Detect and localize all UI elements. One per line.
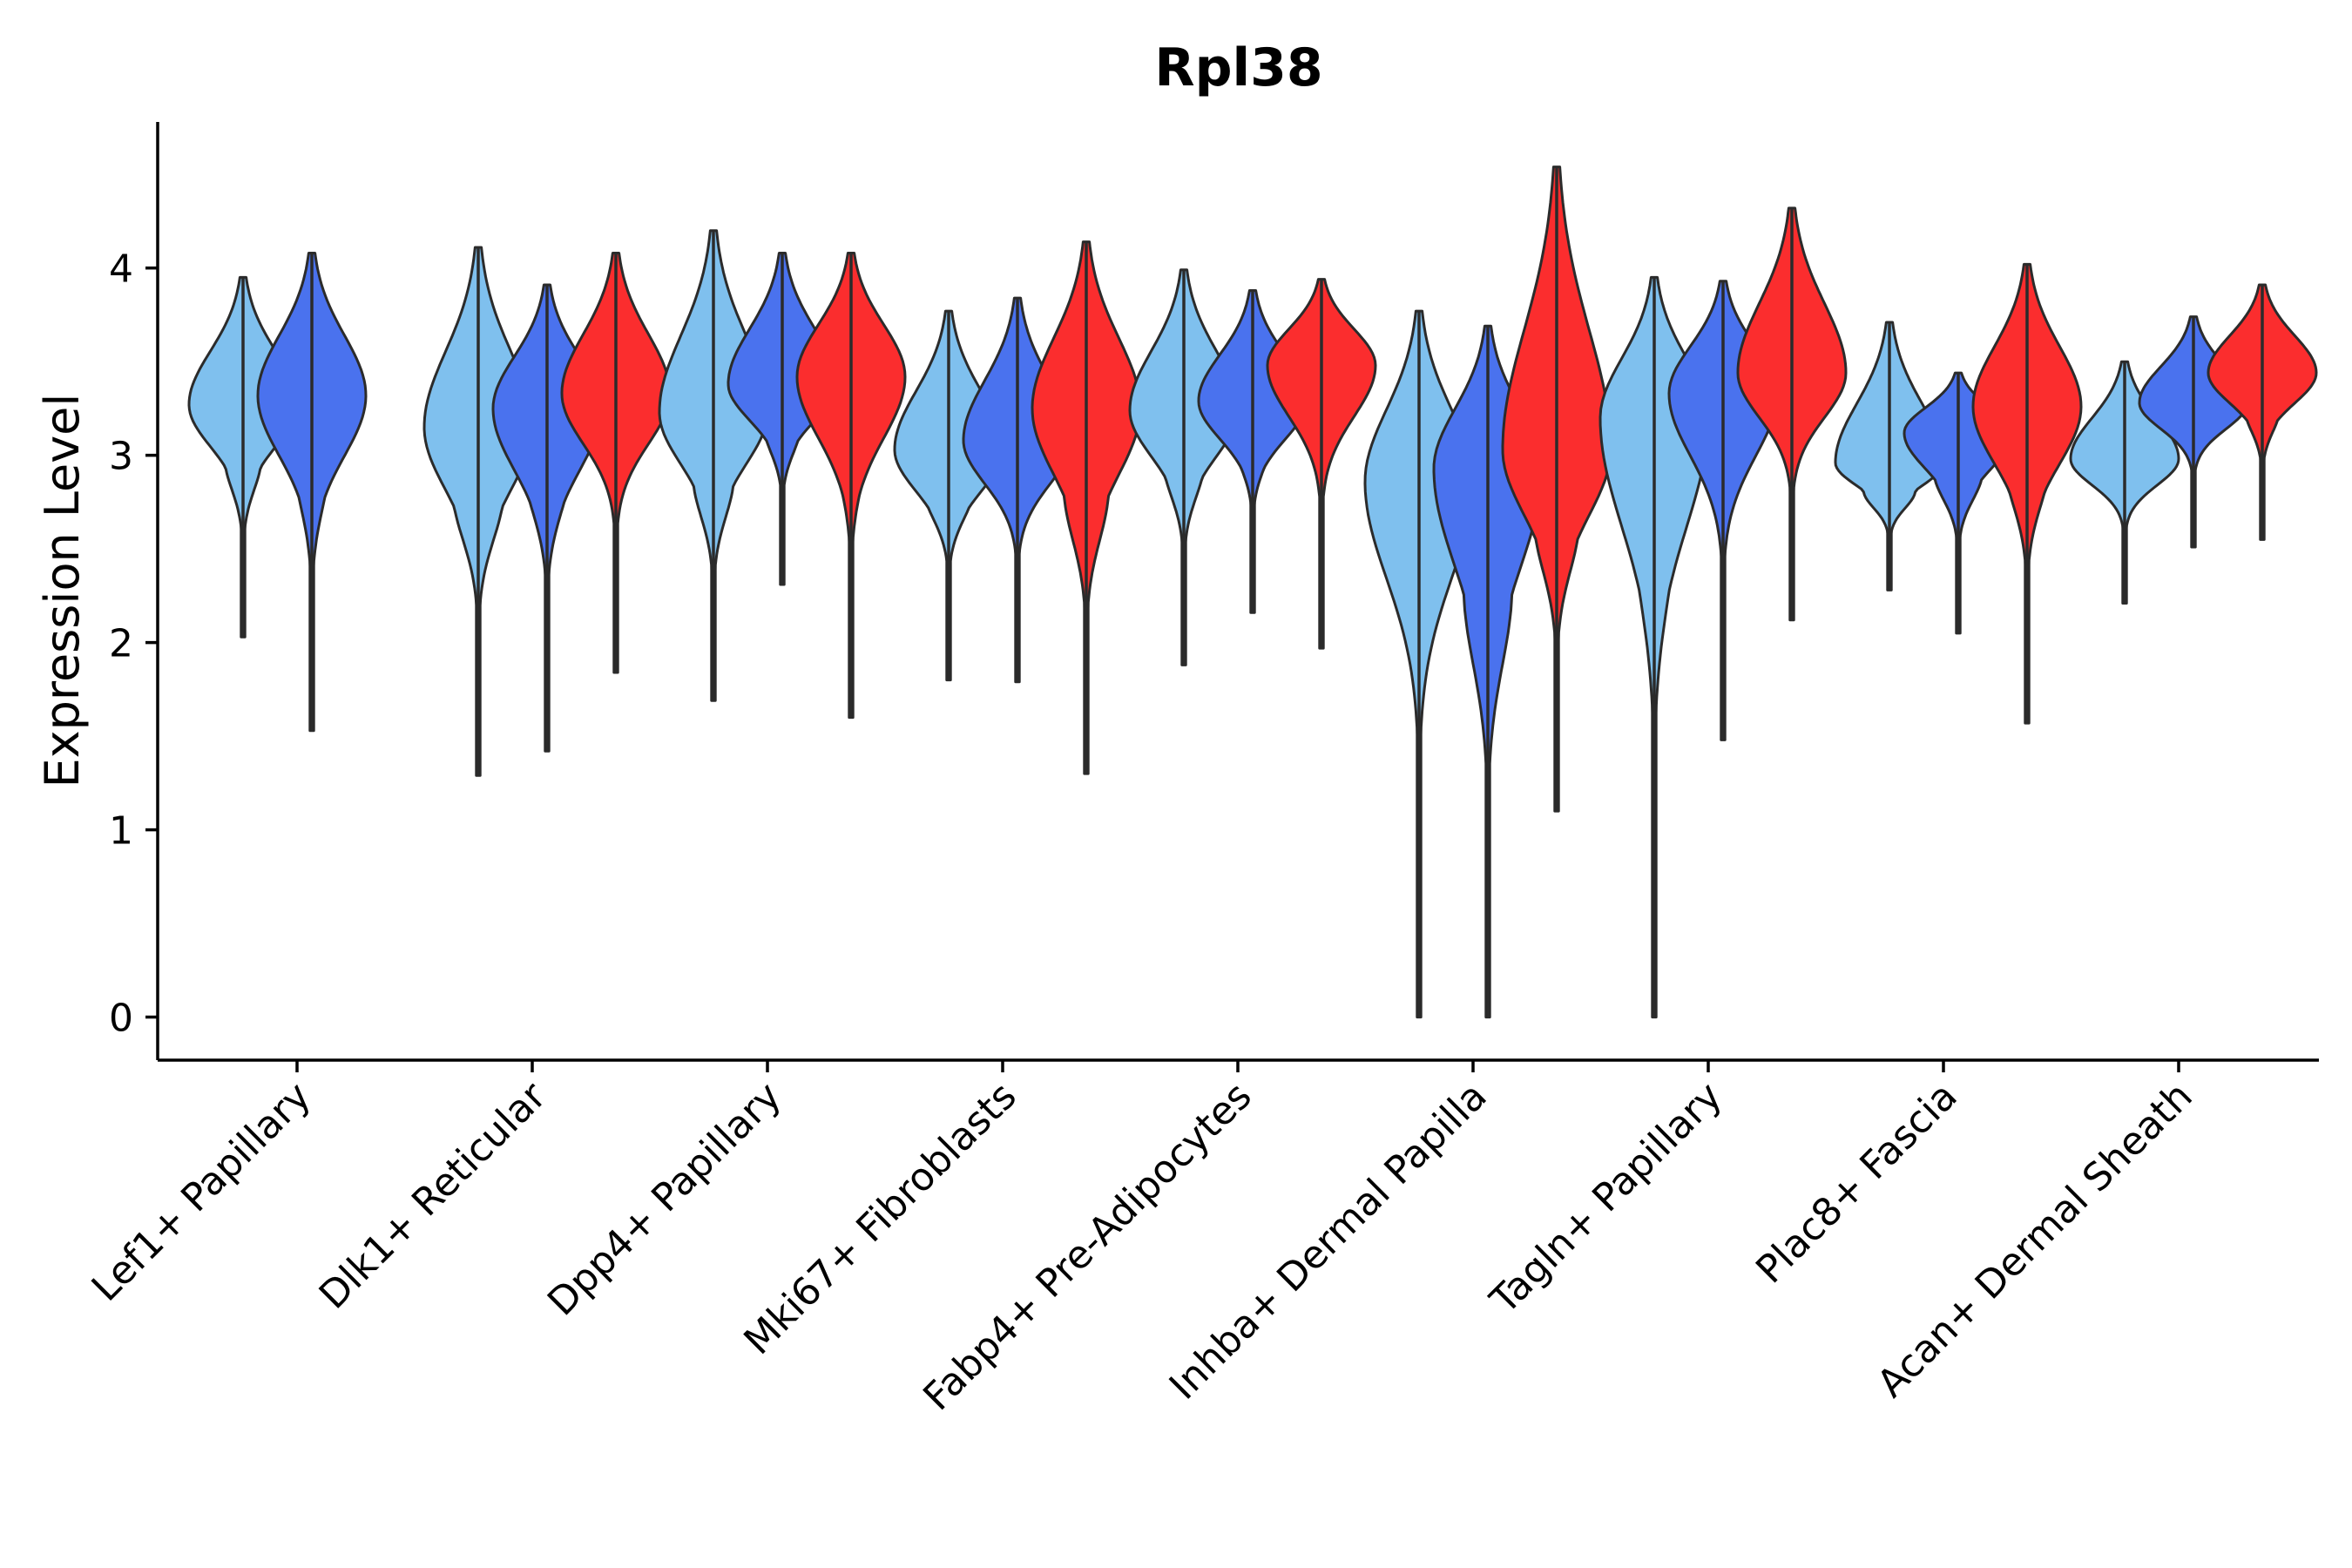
x-tick-label: Plac8+ Fascia [1747,1074,1966,1293]
y-tick-label: 4 [109,247,133,292]
y-tick-label: 0 [109,997,133,1041]
x-tick-label: Lef1+ Papillary [84,1074,320,1310]
y-tick-label: 1 [109,809,133,854]
y-tick-label: 2 [109,622,133,666]
x-tick-label: Tagln+ Papillary [1482,1074,1731,1323]
x-tick-label: Dlk1+ Reticular [311,1073,556,1318]
y-tick-label: 3 [109,435,133,479]
chart-title: Rpl38 [1154,37,1322,98]
x-tick-label: Dpp4+ Papillary [539,1074,790,1325]
y-axis-label: Expression Level [35,394,90,788]
violin-layer [187,166,2318,1019]
